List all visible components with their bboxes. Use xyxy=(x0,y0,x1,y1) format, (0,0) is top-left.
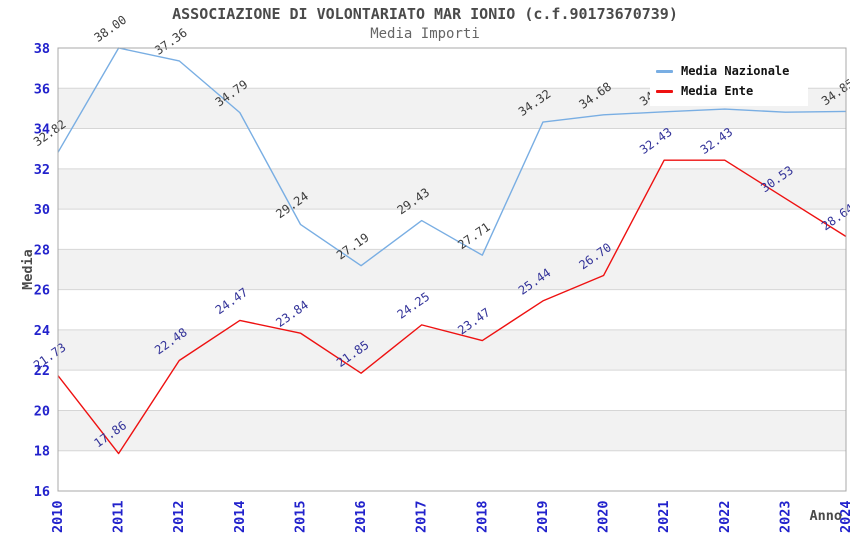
x-tick-label: 2010 xyxy=(50,500,66,533)
y-tick-label: 28 xyxy=(34,242,50,258)
plot-band xyxy=(58,410,846,451)
x-axis-title: Anno xyxy=(809,508,842,524)
x-tick-label: 2018 xyxy=(474,500,490,533)
x-tick-label: 2017 xyxy=(414,500,430,533)
x-tick-label: 2020 xyxy=(596,500,612,533)
point-label: 32.43 xyxy=(698,125,736,157)
x-tick-label: 2019 xyxy=(535,500,551,533)
y-tick-label: 36 xyxy=(34,81,50,97)
y-tick-label: 22 xyxy=(34,363,50,379)
point-label: 32.43 xyxy=(637,125,675,157)
x-tick-label: 2011 xyxy=(111,500,127,533)
point-label: 27.71 xyxy=(455,220,493,252)
y-tick-label: 30 xyxy=(34,202,50,218)
x-tick-label: 2022 xyxy=(717,500,733,533)
point-label: 37.36 xyxy=(152,26,190,58)
plot-band xyxy=(58,249,846,290)
legend-item-media-ente: Media Ente xyxy=(656,84,808,98)
legend-label-media-nazionale: Media Nazionale xyxy=(681,64,790,78)
chart-title: ASSOCIAZIONE DI VOLONTARIATO MAR IONIO (… xyxy=(172,5,678,23)
legend: Media Nazionale Media Ente xyxy=(650,56,808,106)
series-line-media-ente xyxy=(57,159,847,455)
y-axis-title: Media xyxy=(20,249,36,290)
legend-item-media-nazionale: Media Nazionale xyxy=(656,64,808,78)
legend-label-media-ente: Media Ente xyxy=(681,84,754,98)
y-tick-label: 18 xyxy=(34,444,50,460)
y-tick-label: 16 xyxy=(34,484,50,500)
plot-border xyxy=(57,47,847,492)
y-tick-label: 34 xyxy=(34,122,50,138)
plot-band xyxy=(58,168,846,210)
y-tick-label: 32 xyxy=(34,162,50,178)
legend-swatch-nazionale-icon xyxy=(656,69,673,73)
x-tick-label: 2015 xyxy=(292,500,308,533)
x-tick-label: 2023 xyxy=(777,500,793,533)
plot-band xyxy=(58,329,846,371)
y-tick-label: 20 xyxy=(34,403,50,419)
x-tick-label: 2012 xyxy=(171,500,187,533)
point-label: 23.84 xyxy=(273,298,311,330)
x-tick-label: 2021 xyxy=(656,500,672,533)
y-tick-label: 38 xyxy=(34,41,50,57)
series-line-media-nazionale xyxy=(57,47,847,267)
chart-subtitle: Media Importi xyxy=(370,26,480,42)
x-tick-label: 2024 xyxy=(838,500,850,533)
y-tick-label: 26 xyxy=(34,283,50,299)
x-tick-label: 2016 xyxy=(353,500,369,533)
legend-swatch-ente-icon xyxy=(656,89,673,93)
point-label: 38.00 xyxy=(92,13,130,45)
point-label: 24.25 xyxy=(395,290,433,322)
y-tick-label: 24 xyxy=(34,323,50,339)
x-tick-label: 2014 xyxy=(232,500,248,533)
